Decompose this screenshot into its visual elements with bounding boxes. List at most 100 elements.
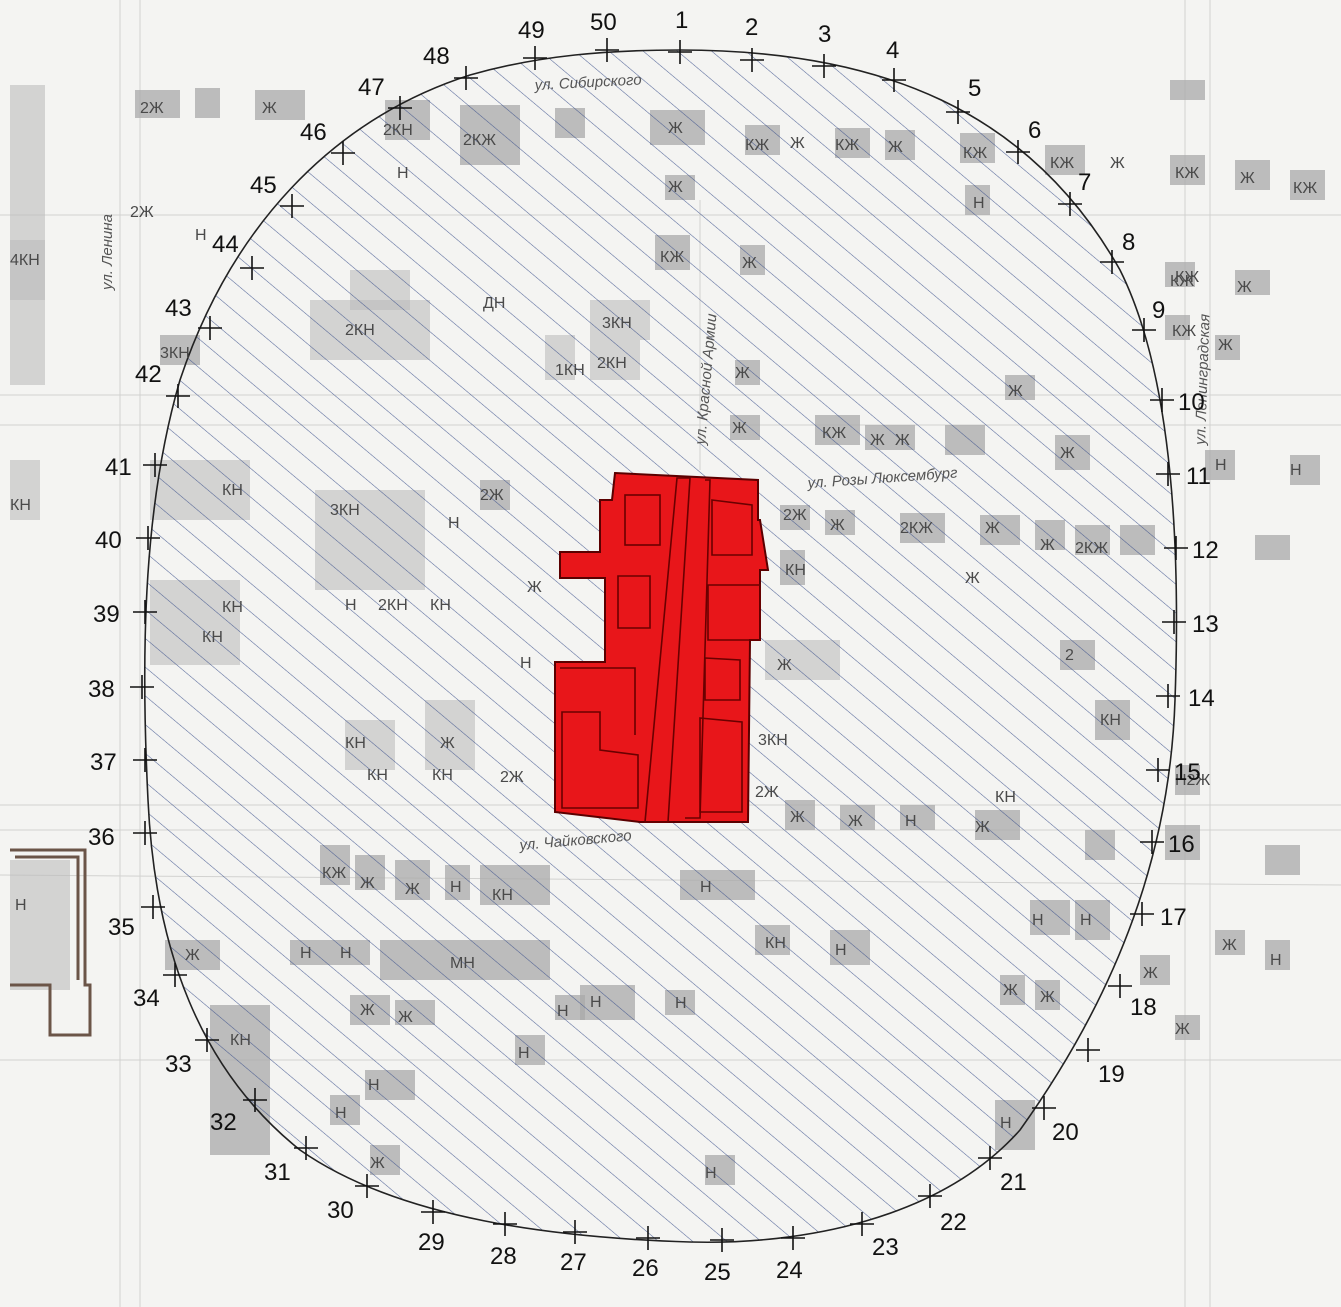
building-label: Н [15, 897, 27, 914]
boundary-point: 8 [1100, 229, 1135, 274]
boundary-point-number: 16 [1168, 831, 1195, 858]
boundary-point-number: 47 [358, 74, 385, 101]
building-label: Ж [262, 100, 277, 117]
building-label: Ж [370, 1155, 385, 1172]
boundary-point-number: 13 [1192, 611, 1219, 638]
building-label: Ж [732, 420, 747, 437]
building-label: Ж [360, 1002, 375, 1019]
boundary-point-number: 40 [95, 527, 122, 554]
building-label: 1КН [555, 362, 585, 379]
building-label: Ж [1040, 537, 1055, 554]
boundary-point-number: 34 [133, 985, 160, 1012]
building-label: Н [1270, 952, 1282, 969]
boundary-point: 7 [1058, 169, 1091, 216]
building-label: Н [1080, 912, 1092, 929]
boundary-point: 27 [560, 1220, 587, 1276]
building-label: КН [222, 599, 243, 616]
boundary-point-number: 4 [886, 37, 899, 64]
boundary-point-number: 1 [675, 7, 688, 34]
boundary-point: 39 [93, 600, 157, 628]
boundary-point-number: 35 [108, 914, 135, 941]
street-lenina: ул. Ленина [99, 214, 116, 291]
boundary-point: 40 [95, 526, 160, 554]
boundary-point-number: 30 [327, 1197, 354, 1224]
boundary-point-number: 5 [968, 75, 981, 102]
boundary-point-number: 27 [560, 1249, 587, 1276]
building-label: КН [492, 887, 513, 904]
building-label: Н [1215, 457, 1227, 474]
boundary-point: 38 [88, 675, 154, 703]
building-label: Ж [985, 520, 1000, 537]
building-label: Ж [1240, 170, 1255, 187]
building-label: КН [995, 789, 1016, 806]
boundary-point-number: 15 [1174, 759, 1201, 786]
building-label: 2КН [378, 597, 408, 614]
building-label: 2КЖ [1075, 540, 1108, 557]
boundary-point: 31 [264, 1136, 318, 1186]
building-label: КН [222, 482, 243, 499]
building-label: КН [1100, 712, 1121, 729]
boundary-point-number: 2 [745, 14, 758, 41]
building-label: 3КН [160, 345, 190, 362]
building-label: Н [448, 515, 460, 532]
building-label: 2Ж [0, 0, 24, 4]
building-label: Ж [1218, 337, 1233, 354]
boundary-point: 28 [490, 1212, 517, 1270]
building-label: Ж [360, 875, 375, 892]
boundary-point: 16 [1140, 830, 1195, 858]
building-label: КЖ [1175, 269, 1199, 286]
boundary-point: 9 [1132, 297, 1165, 342]
building-label: 2Ж [480, 487, 504, 504]
building-label: 3 [0, 0, 9, 4]
boundary-point: 3 [812, 21, 836, 78]
boundary-point: 42 [135, 361, 190, 408]
boundary-point-number: 29 [418, 1229, 445, 1256]
boundary-point: 47 [358, 74, 412, 120]
boundary-point-number: 28 [490, 1243, 517, 1270]
boundary-point-number: 20 [1052, 1119, 1079, 1146]
building-label: Н [345, 597, 357, 614]
building-label: Н2Ж [1175, 772, 1210, 789]
boundary-point: 45 [250, 172, 304, 218]
building-label: КЖ [1175, 165, 1199, 182]
boundary-point-number: 3 [818, 21, 831, 48]
building-label: Ж [1175, 1021, 1190, 1038]
boundary-point-number: 10 [1178, 389, 1205, 416]
building-label: Ж [527, 579, 542, 596]
boundary-point: 6 [1006, 117, 1041, 164]
boundary-point-number: 39 [93, 601, 120, 628]
boundary-point: 33 [165, 1028, 219, 1078]
site-area [554, 471, 770, 823]
building-label: Ж [0, 0, 15, 4]
building-label: Ж [668, 179, 683, 196]
building-label: Н [368, 1077, 380, 1094]
building-label: Н [340, 945, 352, 962]
boundary-point: 17 [1130, 902, 1187, 931]
building-label: Н [1032, 912, 1044, 929]
boundary-point-number: 14 [1188, 685, 1215, 712]
building-label: Ж [975, 819, 990, 836]
boundary-point-number: 7 [1078, 169, 1091, 196]
boundary-point-number: 42 [135, 361, 162, 388]
boundary-point: 32 [210, 1088, 267, 1136]
building-label: 2КН [345, 322, 375, 339]
boundary-point: 25 [704, 1228, 734, 1286]
building-label: Н [195, 227, 207, 244]
building-label: Ж [895, 432, 910, 449]
boundary-point: 34 [133, 963, 187, 1012]
building-label: КЖ [1170, 273, 1194, 290]
boundary-point: 20 [1032, 1096, 1079, 1146]
boundary-point: 44 [212, 231, 264, 280]
building-label: 2КН [383, 122, 413, 139]
building-label: КН [202, 629, 223, 646]
boundary-point-number: 9 [1152, 297, 1165, 324]
building-label: Н [835, 942, 847, 959]
building-label: Ж [830, 517, 845, 534]
boundary-point-number: 26 [632, 1255, 659, 1282]
building-label: КН [230, 1032, 251, 1049]
boundary-point-number: 37 [90, 749, 117, 776]
boundary-point-number: 36 [88, 824, 115, 851]
building-label: Ж [888, 139, 903, 156]
boundary-point-number: 46 [300, 119, 327, 146]
